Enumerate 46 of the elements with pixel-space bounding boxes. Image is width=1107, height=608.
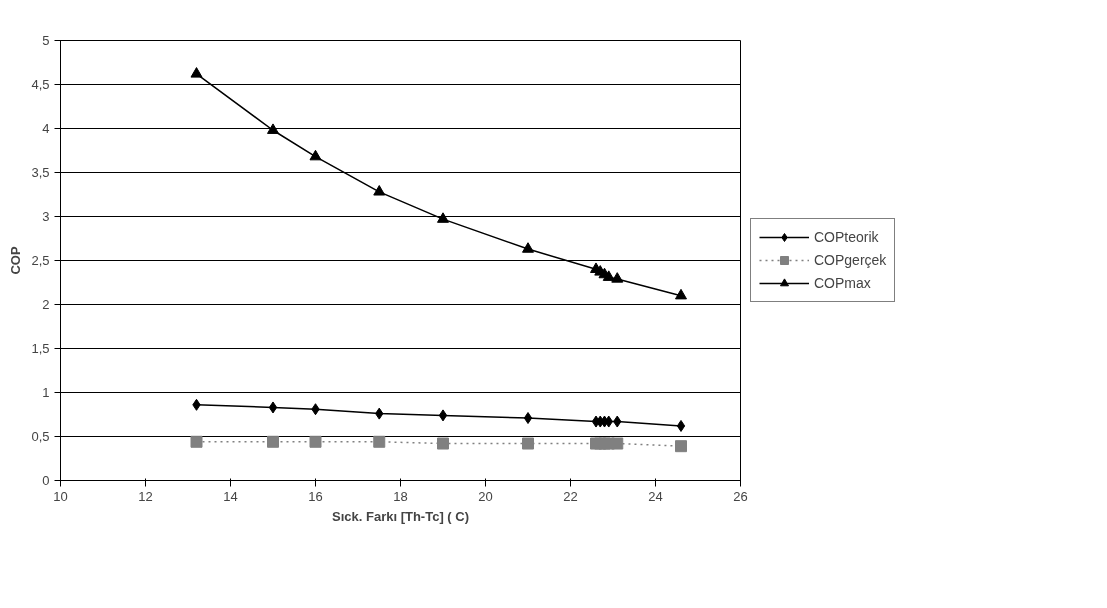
y-tick-label: 2,5 bbox=[31, 253, 50, 268]
point bbox=[267, 123, 279, 134]
point bbox=[373, 435, 386, 448]
y-tick-label: 3,5 bbox=[31, 165, 50, 180]
x-tick-label: 14 bbox=[223, 488, 238, 504]
y-tick-label: 4,5 bbox=[31, 77, 50, 92]
x-tick-label: 12 bbox=[138, 488, 153, 504]
y-tick-label: 4 bbox=[42, 121, 50, 136]
point bbox=[602, 270, 615, 281]
point bbox=[373, 185, 386, 196]
legend-label: COPgerçek bbox=[814, 252, 887, 268]
point bbox=[267, 435, 279, 448]
point bbox=[190, 67, 203, 78]
point bbox=[309, 435, 322, 448]
y-tick-label: 3 bbox=[42, 209, 50, 224]
x-axis-title: Sıck. Farkı [Th-Tc] ( C) bbox=[332, 508, 469, 524]
x-tick-label: 22 bbox=[563, 488, 578, 504]
point bbox=[675, 440, 687, 453]
x-tick-label: 18 bbox=[393, 488, 408, 504]
point bbox=[268, 401, 278, 414]
point bbox=[611, 272, 624, 283]
x-tick-label: 10 bbox=[53, 488, 68, 504]
legend-label: COPmax bbox=[814, 275, 871, 291]
y-axis-title: COP bbox=[8, 246, 24, 275]
point bbox=[676, 419, 686, 432]
x-tick-label: 24 bbox=[648, 488, 663, 504]
y-tick-label: 0 bbox=[42, 473, 50, 488]
y-tick-label: 0,5 bbox=[31, 429, 50, 444]
y-tick-label: 1 bbox=[42, 385, 50, 400]
x-tick-label: 26 bbox=[733, 488, 748, 504]
legend-label: COPteorik bbox=[814, 229, 879, 245]
point bbox=[522, 437, 534, 450]
y-tick-label: 5 bbox=[42, 33, 50, 48]
point bbox=[309, 149, 322, 161]
point bbox=[438, 409, 448, 422]
y-tick-label: 2 bbox=[42, 297, 50, 312]
y-tick-label: 1,5 bbox=[31, 341, 50, 356]
x-tick-label: 20 bbox=[478, 488, 493, 504]
point bbox=[611, 437, 624, 450]
point bbox=[522, 242, 534, 253]
point bbox=[437, 212, 449, 223]
point bbox=[675, 288, 687, 300]
x-tick-label: 16 bbox=[308, 488, 323, 504]
point bbox=[190, 435, 203, 448]
point bbox=[523, 412, 533, 425]
point bbox=[437, 437, 449, 450]
